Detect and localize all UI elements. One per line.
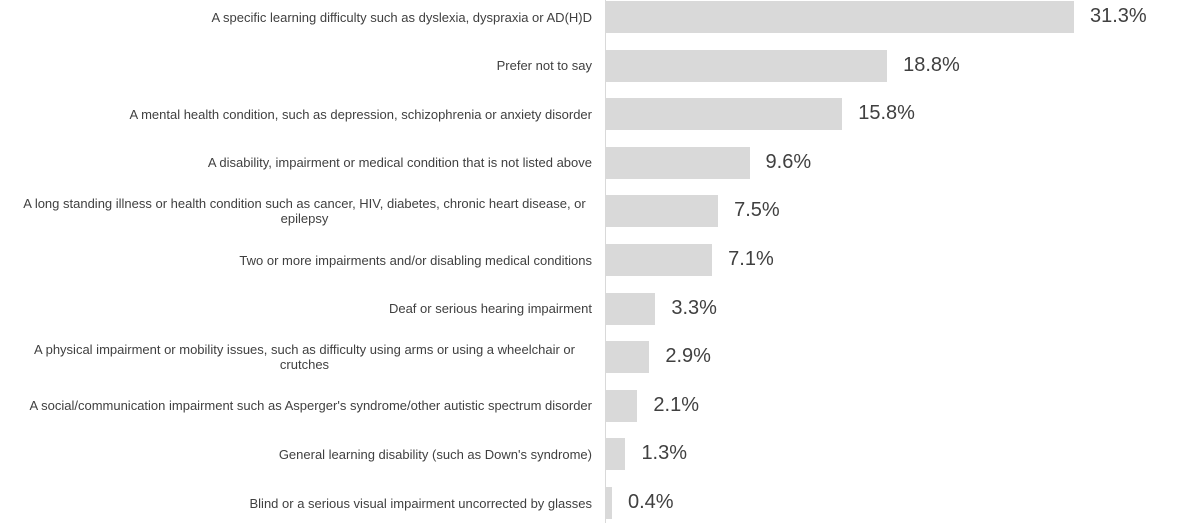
category-label: A physical impairment or mobility issues… [10, 337, 592, 377]
bar [606, 98, 843, 131]
value-label: 1.3% [641, 442, 688, 465]
category-text: A long standing illness or health condit… [23, 196, 586, 227]
value-label: 2.9% [665, 345, 711, 368]
category-label: Two or more impairments and/or disabling… [10, 240, 592, 280]
bar [606, 292, 656, 325]
category-text: A physical impairment or mobility issues… [34, 342, 575, 373]
bar [606, 341, 650, 374]
category-text: A specific learning difficulty such as d… [211, 9, 592, 25]
bar [606, 146, 750, 179]
category-text: Blind or a serious visual impairment unc… [249, 495, 593, 511]
value-label: 7.5% [734, 199, 780, 222]
bar [606, 49, 888, 82]
category-label: A long standing illness or health condit… [10, 191, 592, 231]
category-label: Deaf or serious hearing impairment [10, 289, 592, 329]
value-label: 2.1% [653, 393, 699, 416]
bar [606, 487, 612, 519]
category-text: Deaf or serious hearing impairment [388, 301, 592, 317]
category-label: A disability, impairment or medical cond… [10, 143, 592, 183]
value-label: 7.1% [728, 248, 774, 270]
bar [606, 438, 626, 471]
category-label: Blind or a serious visual impairment unc… [10, 483, 593, 523]
value-label: 9.6% [765, 150, 812, 173]
bar [606, 389, 638, 422]
category-label: General learning disability (such as Dow… [10, 434, 592, 474]
value-label: 15.8% [858, 102, 915, 125]
category-label: A social/communication impairment such a… [10, 386, 592, 426]
category-text: General learning disability (such as Dow… [278, 446, 592, 462]
value-label: 0.4% [627, 491, 674, 513]
category-text: Two or more impairments and/or disabling… [239, 252, 592, 268]
bar [606, 244, 713, 276]
category-label: Prefer not to say [10, 46, 592, 86]
axis-line [605, 0, 606, 523]
value-label: 31.3% [1090, 5, 1147, 27]
value-label: 3.3% [671, 296, 717, 319]
category-label: A mental health condition, such as depre… [10, 94, 593, 134]
category-text: A social/communication impairment such a… [29, 398, 592, 414]
bar [606, 1, 1074, 33]
bar [606, 195, 719, 228]
category-label: A specific learning difficulty such as d… [10, 0, 592, 37]
category-text: Prefer not to say [496, 58, 592, 74]
category-text: A disability, impairment or medical cond… [207, 155, 592, 171]
category-text: A mental health condition, such as depre… [129, 106, 593, 122]
value-label: 18.8% [903, 53, 960, 76]
